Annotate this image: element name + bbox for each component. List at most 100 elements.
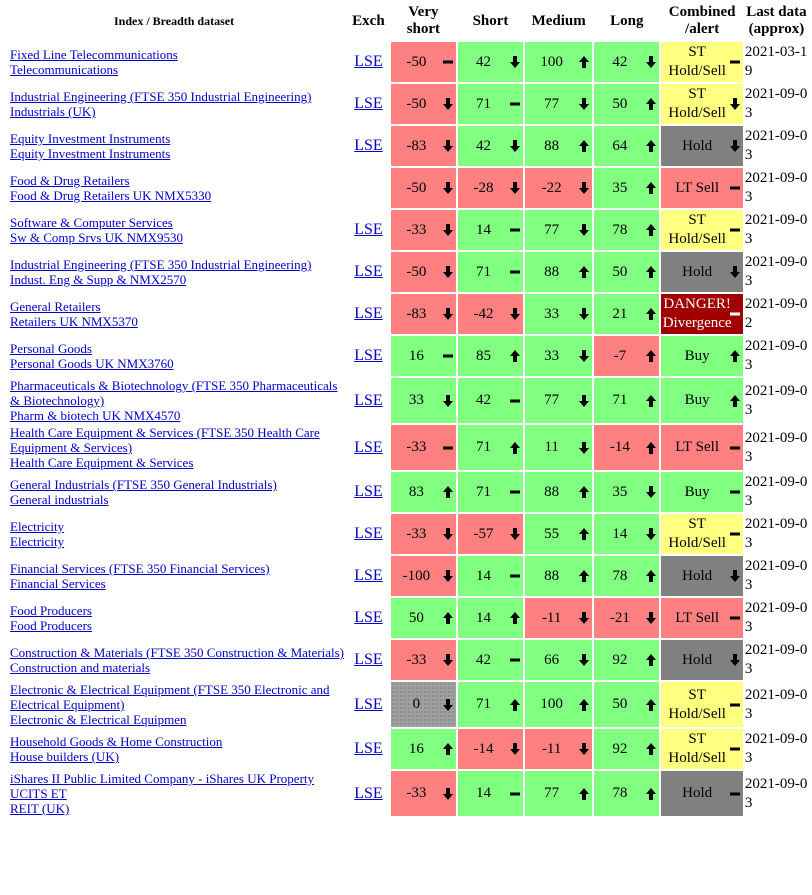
index-cell: Equity Investment Instruments Equity Inve…: [2, 126, 346, 166]
index-link[interactable]: Industrial Engineering (FTSE 350 Industr…: [10, 89, 312, 104]
dataset-link[interactable]: Pharm & biotech UK NMX4570: [10, 408, 181, 423]
index-link[interactable]: Health Care Equipment & Services (FTSE 3…: [10, 425, 320, 455]
combined-cell: Buy: [661, 472, 743, 512]
header-row: Index / Breadth dataset Exch Very short Sho…: [2, 2, 808, 40]
index-link[interactable]: Food & Drug Retailers: [10, 173, 130, 188]
index-link[interactable]: Household Goods & Home Construction: [10, 734, 223, 749]
table-header: Index / Breadth dataset Exch Very short Sho…: [2, 2, 808, 40]
index-cell: Personal Goods Personal Goods UK NMX3760: [2, 336, 346, 376]
breadth-table: Index / Breadth dataset Exch Very short Sho…: [2, 2, 808, 816]
index-link[interactable]: Electronic & Electrical Equipment (FTSE …: [10, 682, 330, 712]
combined-cell: Hold: [661, 640, 743, 680]
score-cell: -83: [390, 294, 456, 334]
dataset-link[interactable]: Retailers UK NMX5370: [10, 314, 138, 329]
combined-cell: Hold: [661, 252, 743, 292]
index-cell: Industrial Engineering (FTSE 350 Industr…: [2, 252, 346, 292]
trend-icon: [579, 612, 590, 624]
exch-link[interactable]: LSE: [354, 483, 383, 500]
score-cell: 71: [457, 472, 524, 512]
trend-icon: [510, 182, 521, 194]
exch-link[interactable]: LSE: [354, 263, 383, 280]
exch-link[interactable]: LSE: [354, 347, 383, 364]
score-cell: 78: [594, 210, 660, 250]
index-link[interactable]: Personal Goods: [10, 341, 92, 356]
index-link[interactable]: Software & Computer Services: [10, 215, 173, 230]
index-link[interactable]: iShares II Public Limited Company - iSha…: [10, 771, 315, 801]
score-cell: 42: [457, 126, 524, 166]
trend-icon: [442, 528, 453, 540]
exch-link[interactable]: LSE: [354, 53, 383, 70]
index-link[interactable]: Food Producers: [10, 603, 92, 618]
index-link[interactable]: Industrial Engineering (FTSE 350 Industr…: [10, 257, 312, 272]
dataset-link[interactable]: Health Care Equipment & Services: [10, 455, 194, 470]
exch-link[interactable]: LSE: [354, 95, 383, 112]
index-cell: General Retailers Retailers UK NMX5370: [2, 294, 346, 334]
dataset-link[interactable]: Sw & Comp Srvs UK NMX9530: [10, 230, 183, 245]
index-link[interactable]: Financial Services (FTSE 350 Financial S…: [10, 561, 270, 576]
exch-link[interactable]: LSE: [354, 651, 383, 668]
exch-link[interactable]: LSE: [354, 567, 383, 584]
dataset-link[interactable]: Financial Services: [10, 576, 106, 591]
index-cell: Food & Drug Retailers Food & Drug Retaile…: [2, 168, 346, 208]
dataset-link[interactable]: House builders (UK): [10, 749, 120, 764]
exch-link[interactable]: LSE: [354, 609, 383, 626]
trend-icon: [579, 654, 590, 666]
index-link[interactable]: General Industrials (FTSE 350 General In…: [10, 477, 277, 492]
exch-link[interactable]: LSE: [354, 438, 383, 456]
trend-icon: [510, 658, 521, 662]
dataset-link[interactable]: Personal Goods UK NMX3760: [10, 356, 174, 371]
date-cell: 2021-09-03: [744, 474, 808, 509]
score-cell: -33: [390, 771, 456, 816]
index-cell: Electronic & Electrical Equipment (FTSE …: [2, 682, 346, 727]
trend-icon: [510, 350, 521, 362]
dataset-link[interactable]: Food & Drug Retailers UK NMX5330: [10, 188, 212, 203]
index-link[interactable]: Construction & Materials (FTSE 350 Const…: [10, 645, 344, 660]
dataset-link[interactable]: REIT (UK): [10, 801, 70, 816]
exch-link[interactable]: LSE: [354, 525, 383, 542]
table-row: Software & Computer Services Sw & Comp Sr…: [2, 210, 808, 250]
dataset-link[interactable]: Construction and materials: [10, 660, 151, 675]
combined-cell: Hold: [661, 126, 743, 166]
dataset-link[interactable]: General industrials: [10, 492, 109, 507]
combined-cell: Hold: [661, 771, 743, 816]
trend-icon: [729, 792, 740, 795]
index-link[interactable]: Electricity: [10, 519, 65, 534]
dataset-link[interactable]: Telecommunications: [10, 62, 119, 77]
dataset-link[interactable]: Electricity: [10, 534, 65, 549]
dataset-link[interactable]: Food Producers: [10, 618, 92, 633]
index-link[interactable]: Fixed Line Telecommunications: [10, 47, 178, 62]
index-cell: Financial Services (FTSE 350 Financial S…: [2, 556, 346, 596]
column-header: Medium: [531, 12, 586, 29]
exch-cell: LSE: [348, 252, 389, 292]
index-link[interactable]: General Retailers: [10, 299, 101, 314]
index-cell: Fixed Line Telecommunications Telecommuni…: [2, 42, 346, 82]
date-cell: 2021-09-03: [744, 642, 808, 677]
dataset-link[interactable]: Equity Investment Instruments: [10, 146, 171, 161]
trend-icon: [442, 486, 453, 498]
exch-cell: [348, 168, 389, 208]
score-cell: 16: [390, 729, 456, 769]
exch-link[interactable]: LSE: [354, 137, 383, 154]
trend-icon: [579, 486, 590, 498]
index-link[interactable]: Equity Investment Instruments: [10, 131, 171, 146]
exch-cell: LSE: [348, 472, 389, 512]
trend-icon: [442, 654, 453, 666]
exch-link[interactable]: LSE: [354, 391, 383, 409]
trend-icon: [579, 266, 590, 278]
exch-link[interactable]: LSE: [354, 784, 383, 802]
exch-link[interactable]: LSE: [354, 695, 383, 713]
dataset-link[interactable]: Electronic & Electrical Equipmen: [10, 712, 187, 727]
index-cell: Household Goods & Home Construction House…: [2, 729, 346, 769]
trend-icon: [510, 308, 521, 320]
exch-link[interactable]: LSE: [354, 740, 383, 757]
exch-link[interactable]: LSE: [354, 221, 383, 238]
exch-link[interactable]: LSE: [354, 305, 383, 322]
index-link[interactable]: Pharmaceuticals & Biotechnology (FTSE 35…: [10, 378, 338, 408]
score-cell: 78: [594, 556, 660, 596]
date-cell: 2021-09-02: [744, 296, 808, 331]
trend-icon: [646, 266, 657, 278]
dataset-link[interactable]: Indust. Eng & Supp & NMX2570: [10, 272, 187, 287]
dataset-link[interactable]: Industrials (UK): [10, 104, 96, 119]
trend-icon: [646, 350, 657, 362]
table-row: Industrial Engineering (FTSE 350 Industr…: [2, 84, 808, 124]
